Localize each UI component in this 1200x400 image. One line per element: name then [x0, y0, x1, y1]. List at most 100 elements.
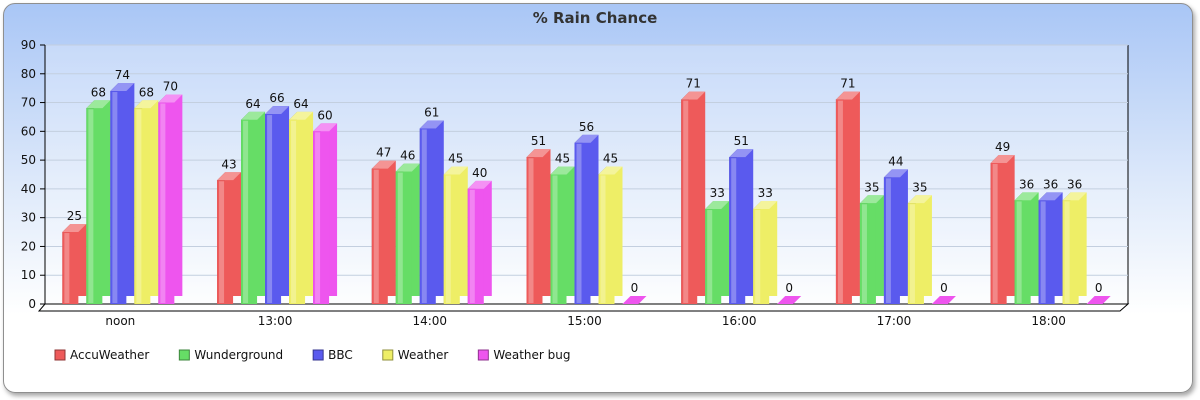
x-tick-label: 13:00	[258, 314, 293, 328]
value-label: 70	[163, 80, 178, 94]
bar	[990, 154, 1015, 304]
bar	[705, 201, 730, 304]
bar	[158, 94, 183, 304]
bar	[1062, 192, 1087, 304]
y-tick-label: 50	[21, 153, 36, 167]
x-tick-label: noon	[105, 314, 135, 328]
y-tick-label: 30	[21, 211, 36, 225]
value-label: 36	[1043, 177, 1058, 191]
bar	[313, 123, 338, 304]
value-labels: 25 68 74 68 70 43 64 66 64 60 47 46 61 45 40 51 45 56 45 0 7…	[67, 68, 1103, 295]
value-label: 40	[472, 166, 487, 180]
x-axis: noon 13:00 14:00 15:00 16:00 17:00 18:00	[105, 314, 1066, 328]
y-tick-label: 90	[21, 38, 36, 52]
value-label: 71	[686, 77, 701, 91]
bar	[1086, 296, 1111, 304]
x-tick-label: 15:00	[567, 314, 602, 328]
bar	[62, 224, 87, 304]
value-label: 0	[785, 281, 793, 295]
y-tick-label: 80	[21, 67, 36, 81]
x-tick-label: 18:00	[1031, 314, 1066, 328]
value-label: 74	[115, 68, 130, 82]
bar	[289, 111, 314, 304]
value-label: 64	[245, 97, 260, 111]
bar	[110, 83, 135, 305]
value-label: 25	[67, 209, 82, 223]
legend-label: AccuWeather	[70, 348, 149, 362]
value-label: 44	[888, 154, 903, 168]
value-label: 0	[631, 281, 639, 295]
bar	[395, 163, 420, 304]
bar	[907, 195, 932, 304]
bar	[729, 149, 754, 304]
value-label: 47	[376, 146, 391, 160]
value-label: 46	[400, 149, 415, 163]
legend-item: Weather	[382, 348, 449, 362]
bar	[1038, 192, 1063, 304]
legend-label: Weather	[398, 348, 449, 362]
bar	[526, 149, 551, 304]
value-label: 35	[864, 180, 879, 194]
legend-label: Wunderground	[194, 348, 283, 362]
bar	[931, 296, 956, 304]
bar	[622, 296, 647, 304]
value-label: 45	[448, 152, 463, 166]
bar	[443, 166, 468, 304]
value-label: 0	[940, 281, 948, 295]
legend-swatch	[382, 349, 394, 361]
y-tick-label: 20	[21, 239, 36, 253]
bar	[241, 111, 266, 304]
value-label: 49	[995, 140, 1010, 154]
value-label: 68	[91, 85, 106, 99]
x-tick-label: 16:00	[722, 314, 757, 328]
value-label: 45	[603, 152, 618, 166]
value-label: 33	[758, 186, 773, 200]
value-label: 0	[1095, 281, 1103, 295]
value-label: 66	[269, 91, 284, 105]
value-label: 33	[710, 186, 725, 200]
legend-item: Wunderground	[178, 348, 283, 362]
value-label: 61	[424, 105, 439, 119]
bar	[550, 166, 575, 304]
value-label: 56	[579, 120, 594, 134]
legend-swatch	[477, 349, 489, 361]
y-tick-label: 0	[28, 297, 36, 311]
legend-item: AccuWeather	[54, 348, 149, 362]
bar	[835, 91, 860, 304]
bar	[217, 172, 242, 304]
bar	[681, 91, 706, 304]
value-label: 43	[221, 157, 236, 171]
legend-item: BBC	[312, 348, 353, 362]
bar	[371, 160, 396, 304]
y-axis: 0 10 20 30 40 50 60 70 80 90	[21, 38, 46, 311]
legend-label: BBC	[328, 348, 353, 362]
plot-floor	[37, 303, 1130, 312]
value-label: 68	[139, 85, 154, 99]
value-label: 35	[912, 180, 927, 194]
chart-title: % Rain Chance	[533, 9, 658, 27]
bar	[574, 134, 599, 304]
x-tick-label: 17:00	[877, 314, 912, 328]
value-label: 51	[734, 134, 749, 148]
value-label: 64	[293, 97, 308, 111]
bar	[777, 296, 802, 304]
value-label: 45	[555, 152, 570, 166]
bar	[419, 120, 444, 304]
legend-swatch	[178, 349, 190, 361]
value-label: 51	[531, 134, 546, 148]
bar	[86, 100, 111, 304]
y-tick-label: 10	[21, 268, 36, 282]
bar	[265, 106, 290, 304]
y-tick-label: 60	[21, 124, 36, 138]
value-label: 71	[840, 77, 855, 91]
bars	[62, 83, 1111, 305]
y-tick-label: 40	[21, 182, 36, 196]
bar	[1014, 192, 1039, 304]
legend-label: Weather bug	[493, 348, 570, 362]
legend-item: Weather bug	[477, 348, 571, 362]
bar	[859, 195, 884, 304]
bar	[883, 169, 908, 304]
value-label: 60	[317, 108, 332, 122]
value-label: 36	[1067, 177, 1082, 191]
bar	[467, 180, 492, 304]
